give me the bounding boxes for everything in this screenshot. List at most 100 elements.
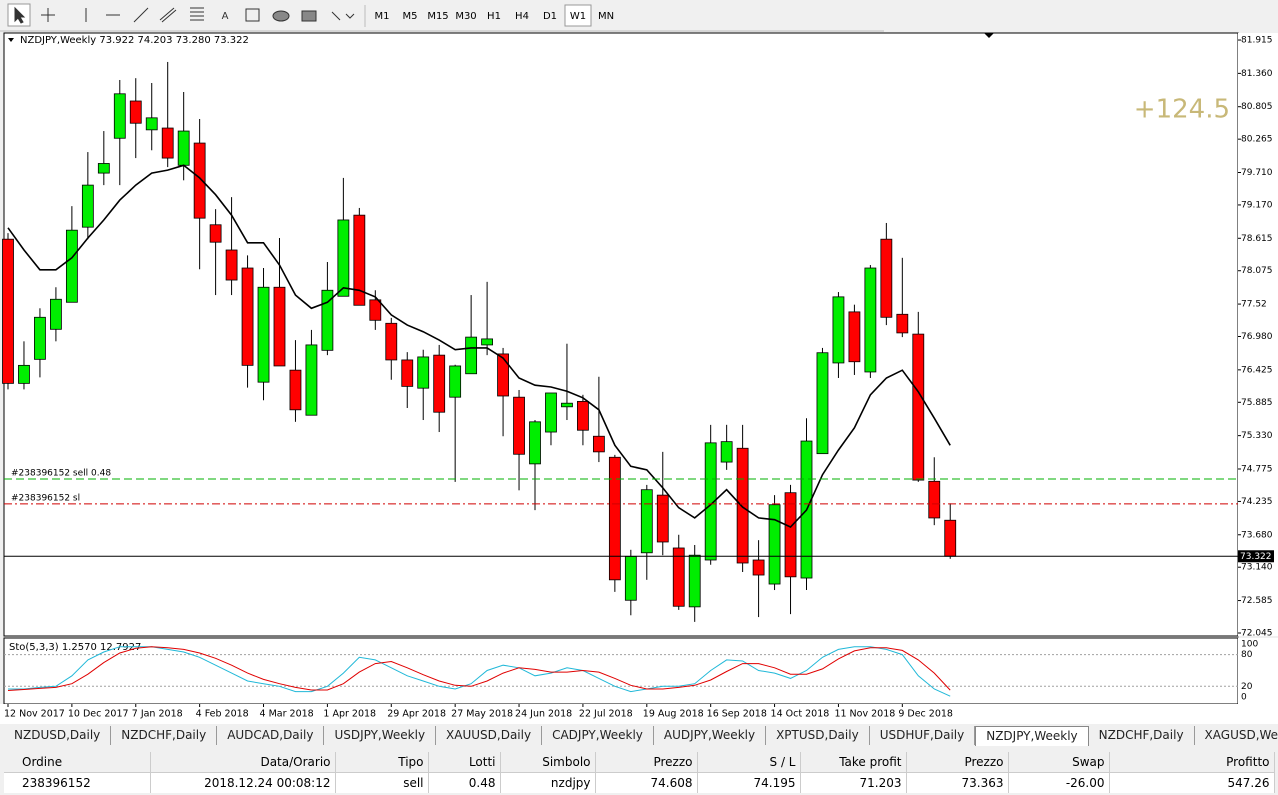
- candle-body: [161, 127, 174, 159]
- toolbar-tools: A: [7, 3, 366, 27]
- candle-body: [321, 289, 334, 351]
- candle-body: [65, 229, 78, 303]
- chart-tab[interactable]: AUDJPY,Weekly: [654, 726, 767, 745]
- trendline-icon[interactable]: [133, 7, 149, 23]
- x-tick-label: 19 Aug 2018: [643, 709, 704, 720]
- candle-body: [720, 441, 733, 463]
- stoch-tick-label: 80: [1241, 650, 1253, 660]
- candle-body: [513, 396, 525, 455]
- candle-body: [97, 163, 110, 174]
- y-tick-label: 77.52: [1241, 300, 1267, 310]
- candle-body: [592, 435, 605, 453]
- candle-body: [241, 267, 254, 366]
- candle-body: [113, 93, 126, 139]
- candle-body: [401, 359, 414, 387]
- ellipse-icon[interactable]: [272, 10, 290, 22]
- order-line-label: #238396152 sl: [11, 493, 80, 503]
- candle-body: [337, 219, 350, 297]
- candle-body: [944, 519, 957, 557]
- candle-body: [273, 286, 286, 367]
- chart-window: A NZDJPY,Weekly 73.922 74.203 73.280 73.…: [0, 3, 1278, 724]
- label-tool-icon[interactable]: [245, 8, 260, 22]
- table-cell: Prezzo: [595, 752, 698, 773]
- table-cell: Simbolo: [500, 752, 596, 773]
- candle-body: [848, 311, 861, 363]
- x-tick-label: 29 Apr 2018: [387, 709, 446, 720]
- chart-tab[interactable]: NZDCHF,Daily: [1089, 726, 1195, 745]
- stoch-scale: [1238, 638, 1278, 704]
- timeframe-button[interactable]: W1: [570, 11, 586, 22]
- arrows-icon[interactable]: [331, 11, 355, 21]
- table-cell: Ordine: [4, 752, 151, 773]
- table-cell: 74.195: [697, 772, 801, 793]
- info-arrow: [8, 38, 14, 42]
- candle-body: [816, 352, 829, 455]
- chart-tab[interactable]: XPTUSD,Daily: [766, 726, 870, 745]
- order-row[interactable]: 238396152 2018.12.24 00:08:12 sell 0.48 nzdj…: [4, 772, 1275, 793]
- y-tick-label: 76.425: [1241, 365, 1273, 375]
- chart-tab[interactable]: NZDJPY,Weekly: [975, 726, 1089, 746]
- table-cell: 0.48: [428, 772, 501, 793]
- candle-body: [640, 489, 653, 554]
- x-tick-label: 27 May 2018: [451, 709, 513, 720]
- crosshair-icon[interactable]: [41, 8, 55, 22]
- x-tick-label: 9 Dec 2018: [898, 709, 953, 720]
- timeframe-button[interactable]: M15: [427, 11, 448, 22]
- stoch-tick-label: 0: [1241, 692, 1247, 702]
- table-cell: Take profit: [800, 752, 907, 773]
- candle-body: [704, 442, 717, 561]
- y-tick-label: 74.775: [1241, 464, 1273, 474]
- candle-body: [81, 184, 94, 228]
- timeframe-button[interactable]: M1: [375, 11, 390, 22]
- channel-icon[interactable]: [159, 7, 177, 23]
- chart-tabs: NZDUSD,Daily NZDCHF,Daily AUDCAD,Daily USDJ…: [4, 726, 1278, 746]
- candle-body: [129, 100, 142, 124]
- order-line-label: #238396152 sell 0.48: [11, 469, 111, 479]
- candle-body: [353, 214, 366, 306]
- text-tool-icon[interactable]: A: [222, 11, 229, 22]
- table-cell: Tipo: [335, 752, 429, 773]
- candle-body: [784, 492, 797, 578]
- candles: [2, 61, 957, 622]
- chart-tab[interactable]: USDHUF,Daily: [870, 726, 976, 745]
- candle-body: [481, 338, 494, 346]
- chart-tab[interactable]: CADJPY,Weekly: [542, 726, 654, 745]
- table-cell: 73.363: [906, 772, 1009, 793]
- candle-body: [2, 238, 14, 384]
- chart-tab[interactable]: USDJPY,Weekly: [324, 726, 437, 745]
- chart-tab[interactable]: XAUUSD,Daily: [436, 726, 543, 745]
- rect-icon[interactable]: [301, 10, 317, 22]
- chart-tab[interactable]: XAGUSD,Weekly: [1195, 726, 1278, 745]
- table-cell: Lotti: [428, 752, 501, 773]
- stoch-tick-label: 100: [1241, 640, 1258, 650]
- table-cell: 74.608: [595, 772, 698, 793]
- timeframe-button[interactable]: M5: [403, 11, 418, 22]
- fibo-icon[interactable]: [190, 7, 204, 21]
- y-tick-label: 78.615: [1241, 234, 1273, 244]
- timeframe-button[interactable]: H4: [515, 11, 529, 22]
- y-tick-label: 79.170: [1241, 200, 1273, 210]
- candle-body: [752, 559, 765, 576]
- y-tick-label: 72.585: [1241, 596, 1273, 606]
- candle-body: [433, 354, 446, 413]
- candle-body: [896, 313, 909, 334]
- chart-tab[interactable]: AUDCAD,Daily: [217, 726, 325, 745]
- timeframe-button[interactable]: M30: [455, 11, 476, 22]
- y-tick-label: 75.330: [1241, 431, 1273, 441]
- candle-body: [736, 447, 749, 564]
- table-cell: S / L: [697, 752, 801, 773]
- chart-tab[interactable]: NZDCHF,Daily: [111, 726, 218, 745]
- x-tick-label: 4 Feb 2018: [196, 709, 249, 720]
- y-tick-label: 80.805: [1241, 102, 1273, 112]
- candle-body: [688, 554, 701, 608]
- timeframe-button[interactable]: MN: [598, 11, 614, 22]
- y-tick-label: 74.235: [1241, 497, 1273, 507]
- chart-tab[interactable]: NZDUSD,Daily: [4, 726, 112, 745]
- timeframe-selected: [564, 4, 592, 27]
- timeframe-button[interactable]: H1: [487, 11, 501, 22]
- candle-body: [145, 117, 158, 131]
- candle-body: [768, 504, 781, 585]
- timeframe-button[interactable]: D1: [543, 11, 557, 22]
- candle-body: [50, 298, 62, 330]
- candle-body: [832, 296, 845, 364]
